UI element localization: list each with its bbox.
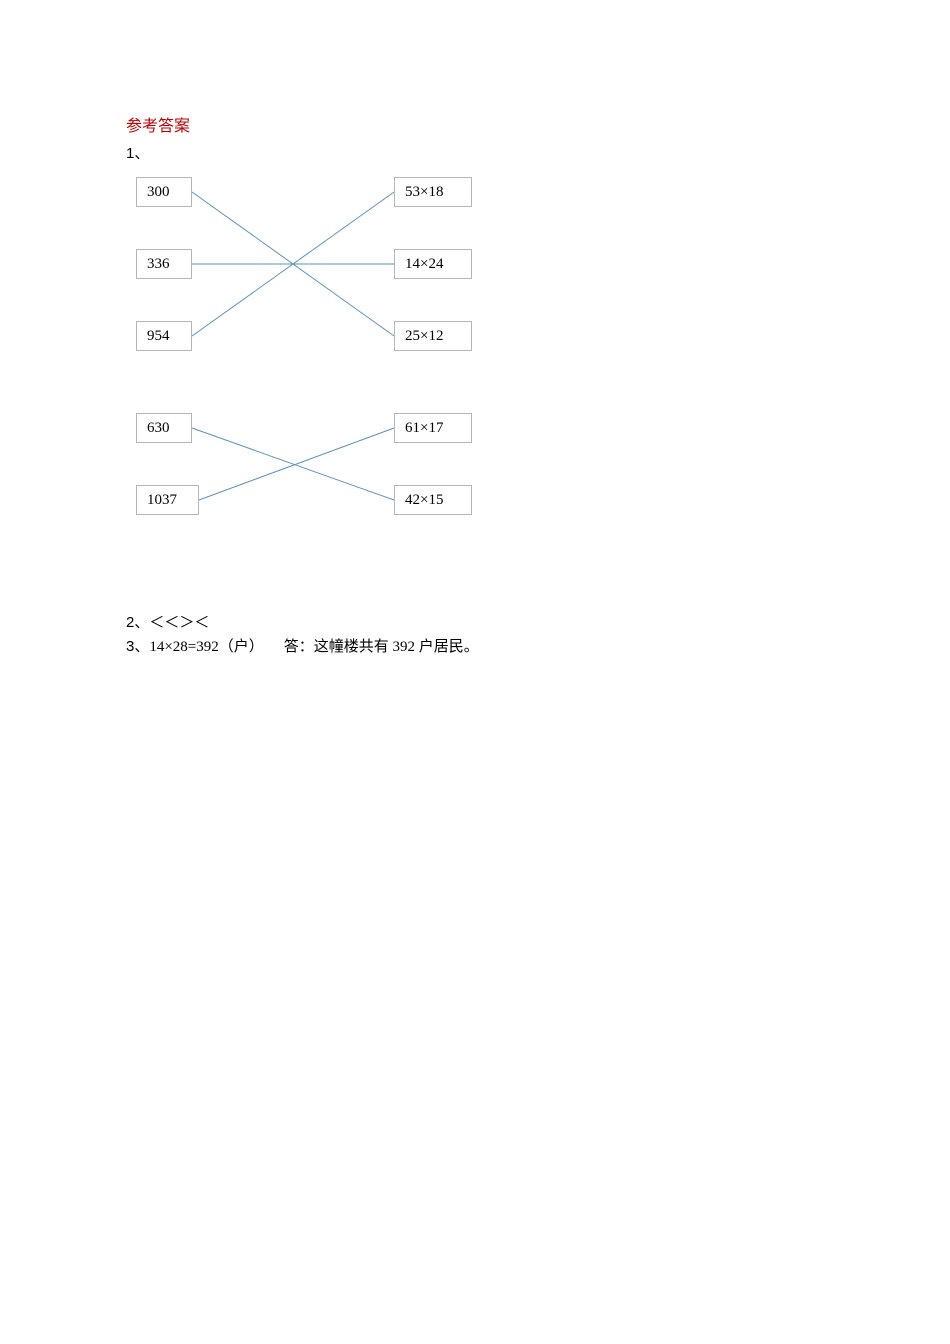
q2-line: 2、＜＜＞＜ (126, 611, 826, 635)
q2-label: 2、 (126, 614, 149, 631)
diagram-node: 61×17 (394, 413, 472, 443)
q1-label: 1、 (126, 142, 826, 163)
q2-symbols: ＜＜＞＜ (149, 615, 209, 631)
connection-lines (126, 177, 546, 597)
q3-label: 3、 (126, 638, 149, 655)
title: 参考答案 (126, 112, 826, 136)
diagram-node: 630 (136, 413, 192, 443)
q3-line: 3、14×28=392（户） 答：这幢楼共有 392 户居民。 (126, 635, 826, 659)
diagram-node: 300 (136, 177, 192, 207)
q3-answer: 答：这幢楼共有 392 户居民。 (284, 639, 479, 655)
diagram-node: 954 (136, 321, 192, 351)
diagram-node: 1037 (136, 485, 199, 515)
matching-diagram: 300 336 954 630 1037 53×18 14×24 25×12 61×17 42×1… (126, 177, 546, 597)
diagram-node: 25×12 (394, 321, 472, 351)
diagram-node: 53×18 (394, 177, 472, 207)
diagram-node: 14×24 (394, 249, 472, 279)
diagram-node: 42×15 (394, 485, 472, 515)
q3-calc: 14×28=392（户） (149, 639, 263, 655)
diagram-node: 336 (136, 249, 192, 279)
